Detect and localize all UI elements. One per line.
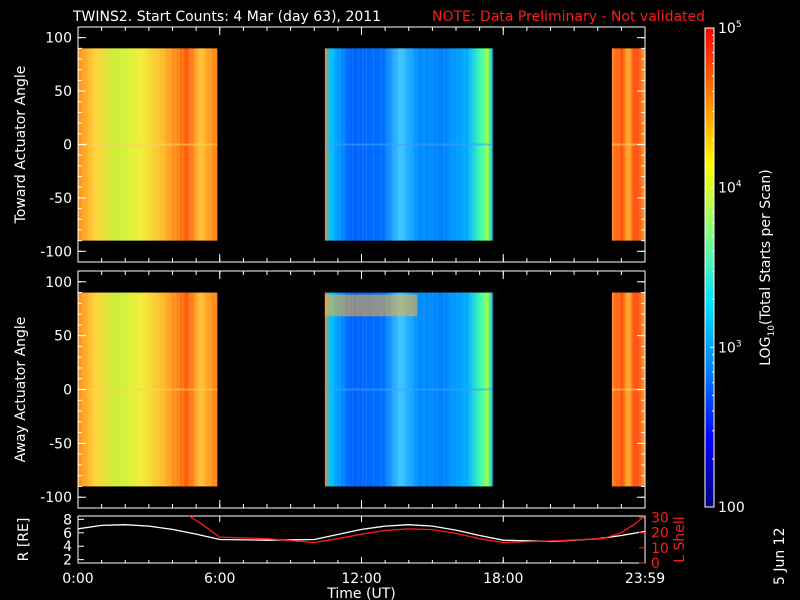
- y-tick-label: 100: [45, 31, 72, 47]
- colorbar-gradient: [705, 28, 714, 507]
- colorbar-tick-label: 103: [718, 339, 742, 356]
- left-y-tick-label: 2: [63, 553, 72, 569]
- x-tick-label: 18:00: [483, 571, 523, 587]
- y-tick-label: 0: [63, 138, 72, 154]
- left-y-tick-label: 8: [63, 512, 72, 528]
- y-tick-label: 0: [63, 383, 72, 399]
- right-y-tick-label: 10: [651, 541, 669, 557]
- chart-title: TWINS2. Start Counts: 4 Mar (day 63), 20…: [72, 9, 381, 25]
- left-axis-label: R [RE]: [16, 518, 32, 562]
- x-tick-label: 6:00: [204, 571, 235, 587]
- orbit-frame: [77, 515, 646, 564]
- y-tick-label: -50: [49, 436, 72, 452]
- x-tick-label: 12:00: [341, 571, 381, 587]
- y-axis-label: Away Actuator Angle: [13, 317, 29, 463]
- toward-panel: 100 50 0 -50 -100 Toward Actuator Angle: [13, 26, 646, 263]
- y-tick-label: 50: [54, 329, 72, 345]
- away-panel: 100 50 0 -50 -100 Away Actuator Angle: [13, 270, 646, 509]
- footer-date: 5 Jun 12: [772, 528, 788, 586]
- colorbar-label: LOG10(Total Starts per Scan): [758, 169, 777, 365]
- colorbar-tick-label: 105: [718, 20, 742, 37]
- colorbar-tick-exp: 4: [736, 180, 742, 190]
- y-tick-label: -100: [40, 244, 72, 260]
- colorbar-label-rest: (Total Starts per Scan): [758, 169, 774, 325]
- colorbar-tick-label: 104: [718, 180, 742, 197]
- left-y-tick-label: 6: [63, 526, 72, 542]
- colorbar-frame: [704, 27, 715, 508]
- colorbar-tick-base: 10: [718, 340, 736, 356]
- y-axis-label: Toward Actuator Angle: [13, 66, 29, 225]
- radius-line: [77, 524, 646, 543]
- colorbar-label-main: LOG: [758, 337, 774, 366]
- lshell-line: [188, 515, 646, 544]
- y-tick-label: 100: [45, 275, 72, 291]
- right-y-tick-label: 0: [651, 556, 660, 572]
- colorbar-tick-base: 10: [718, 21, 736, 37]
- left-y-tick-label: 4: [63, 539, 72, 555]
- high-angle-band: [324, 294, 418, 317]
- colorbar-tick-exp: 5: [736, 20, 742, 30]
- y-tick-label: -100: [40, 490, 72, 506]
- y-tick-label: 50: [54, 84, 72, 100]
- colorbar-tick-base: 10: [718, 181, 736, 197]
- x-tick-label: 23:59: [625, 571, 665, 587]
- colorbar-tick-label: 100: [718, 500, 745, 516]
- preliminary-note: NOTE: Data Preliminary - Not validated: [432, 9, 705, 25]
- right-y-tick-label: 20: [651, 526, 669, 542]
- y-tick-label: -50: [49, 191, 72, 207]
- heatmap-stripe: [492, 48, 494, 241]
- heatmap-stripe: [492, 292, 494, 487]
- x-tick-label: 0:00: [62, 571, 93, 587]
- colorbar-label-sub: 10: [767, 325, 777, 337]
- x-axis-label: Time (UT): [326, 586, 395, 600]
- right-axis-label: L Shell: [672, 516, 688, 562]
- right-y-tick-label: 30: [651, 511, 669, 527]
- colorbar-tick-exp: 3: [736, 339, 742, 349]
